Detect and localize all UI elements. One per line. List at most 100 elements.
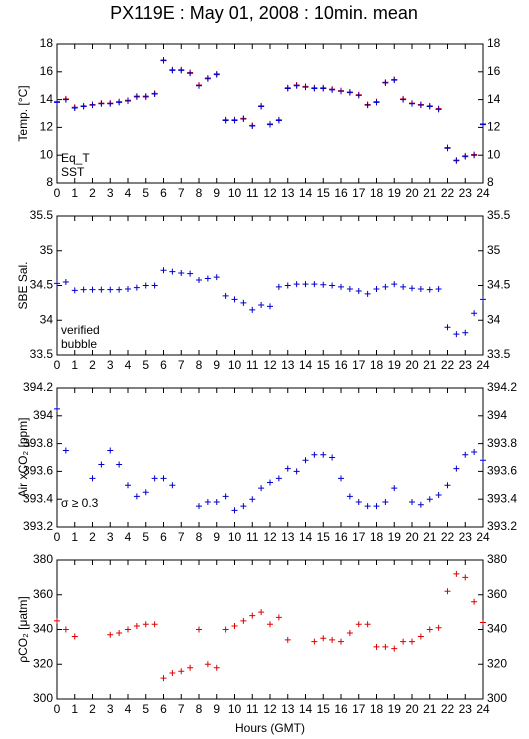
x-tick-label: 23 bbox=[459, 186, 473, 200]
y-tick-label: 10 bbox=[487, 147, 501, 161]
data-point bbox=[258, 485, 265, 492]
data-point bbox=[89, 475, 96, 482]
x-tick-label: 18 bbox=[370, 530, 384, 544]
x-tick-label: 20 bbox=[405, 530, 419, 544]
x-tick-label: 0 bbox=[54, 186, 61, 200]
x-tick-label: 6 bbox=[160, 530, 167, 544]
data-point bbox=[471, 152, 478, 159]
data-point bbox=[178, 67, 185, 74]
y-tick-label: 33.5 bbox=[487, 347, 511, 361]
x-tick-label: 23 bbox=[459, 702, 473, 716]
data-point bbox=[409, 285, 415, 292]
data-point bbox=[62, 447, 69, 454]
data-point bbox=[320, 451, 327, 458]
x-tick-label: 20 bbox=[405, 702, 419, 716]
y-tick-label: 14 bbox=[487, 92, 501, 106]
x-tick-label: 15 bbox=[317, 186, 331, 200]
y-tick-label: 320 bbox=[487, 656, 507, 670]
data-point bbox=[382, 79, 389, 86]
data-point bbox=[435, 106, 442, 113]
data-point bbox=[213, 498, 220, 505]
x-tick-label: 19 bbox=[388, 358, 402, 372]
data-point bbox=[54, 405, 60, 412]
x-tick-label: 6 bbox=[160, 186, 167, 200]
x-tick-label: 18 bbox=[370, 358, 384, 372]
x-tick-label: 11 bbox=[246, 702, 259, 716]
data-point bbox=[293, 281, 300, 288]
data-point bbox=[267, 121, 273, 128]
x-tick-label: 22 bbox=[441, 702, 455, 716]
x-tick-label: 20 bbox=[405, 358, 419, 372]
data-point bbox=[462, 574, 469, 581]
data-point bbox=[222, 626, 229, 633]
data-point bbox=[346, 493, 353, 500]
x-tick-label: 12 bbox=[263, 530, 277, 544]
x-tick-label: 10 bbox=[228, 358, 242, 372]
x-tick-label: 14 bbox=[299, 186, 313, 200]
x-axis-label: Hours (GMT) bbox=[235, 721, 305, 735]
x-tick-label: 8 bbox=[196, 358, 203, 372]
legend-entry: verified bbox=[61, 323, 100, 337]
plot-frame bbox=[56, 43, 484, 184]
x-tick-label: 10 bbox=[228, 186, 242, 200]
x-tick-label: 1 bbox=[71, 186, 78, 200]
data-point bbox=[231, 117, 238, 124]
title: PX119E : May 01, 2008 : 10min. mean bbox=[110, 3, 418, 23]
x-tick-label: 14 bbox=[299, 530, 313, 544]
x-tick-label: 1 bbox=[71, 358, 78, 372]
y-tick-label: 16 bbox=[40, 64, 54, 78]
x-tick-label: 20 bbox=[405, 186, 419, 200]
x-tick-label: 2 bbox=[89, 358, 96, 372]
data-point bbox=[417, 501, 424, 508]
data-point bbox=[204, 75, 211, 82]
data-point bbox=[329, 86, 336, 93]
data-point bbox=[116, 286, 123, 293]
x-tick-label: 9 bbox=[213, 186, 220, 200]
y-tick-label: 34.5 bbox=[30, 278, 54, 292]
data-point bbox=[275, 283, 282, 290]
x-tick-label: 3 bbox=[107, 358, 114, 372]
data-point bbox=[453, 331, 460, 338]
x-tick-label: 17 bbox=[352, 702, 366, 716]
data-point bbox=[160, 675, 167, 682]
data-point bbox=[373, 503, 380, 510]
data-point bbox=[107, 286, 114, 293]
x-tick-label: 9 bbox=[213, 530, 220, 544]
data-point bbox=[151, 475, 158, 482]
data-point bbox=[462, 153, 469, 160]
data-point bbox=[107, 631, 114, 638]
data-point bbox=[329, 454, 336, 461]
data-point bbox=[338, 88, 344, 95]
data-point bbox=[62, 279, 69, 286]
data-point bbox=[409, 100, 415, 107]
data-point bbox=[391, 645, 398, 652]
data-point bbox=[267, 479, 273, 486]
data-point bbox=[249, 612, 256, 619]
y-tick-label: 393.2 bbox=[487, 519, 517, 533]
y-tick-label: 394.2 bbox=[23, 380, 53, 394]
data-point bbox=[240, 503, 247, 510]
data-point bbox=[71, 104, 78, 111]
data-point bbox=[391, 281, 398, 288]
data-point bbox=[426, 626, 433, 633]
y-tick-label: 393.2 bbox=[23, 519, 53, 533]
x-tick-label: 24 bbox=[476, 530, 490, 544]
data-point bbox=[89, 102, 96, 109]
data-point bbox=[355, 621, 362, 628]
y-axis-label: Air xCO₂ [ppm] bbox=[16, 417, 30, 497]
x-tick-label: 7 bbox=[178, 358, 185, 372]
data-point bbox=[453, 465, 460, 472]
plot-frame bbox=[56, 387, 484, 528]
y-tick-label: 8 bbox=[487, 175, 494, 189]
data-point bbox=[169, 268, 176, 275]
data-point bbox=[116, 461, 123, 468]
data-point bbox=[275, 117, 282, 124]
plot-frame bbox=[56, 559, 484, 700]
data-point bbox=[160, 57, 167, 64]
annotation: σ ≥ 0.3 bbox=[61, 496, 99, 510]
data-point bbox=[169, 482, 176, 489]
data-point bbox=[125, 97, 131, 104]
x-tick-label: 8 bbox=[196, 530, 203, 544]
x-tick-label: 13 bbox=[281, 530, 295, 544]
data-point bbox=[89, 286, 96, 293]
